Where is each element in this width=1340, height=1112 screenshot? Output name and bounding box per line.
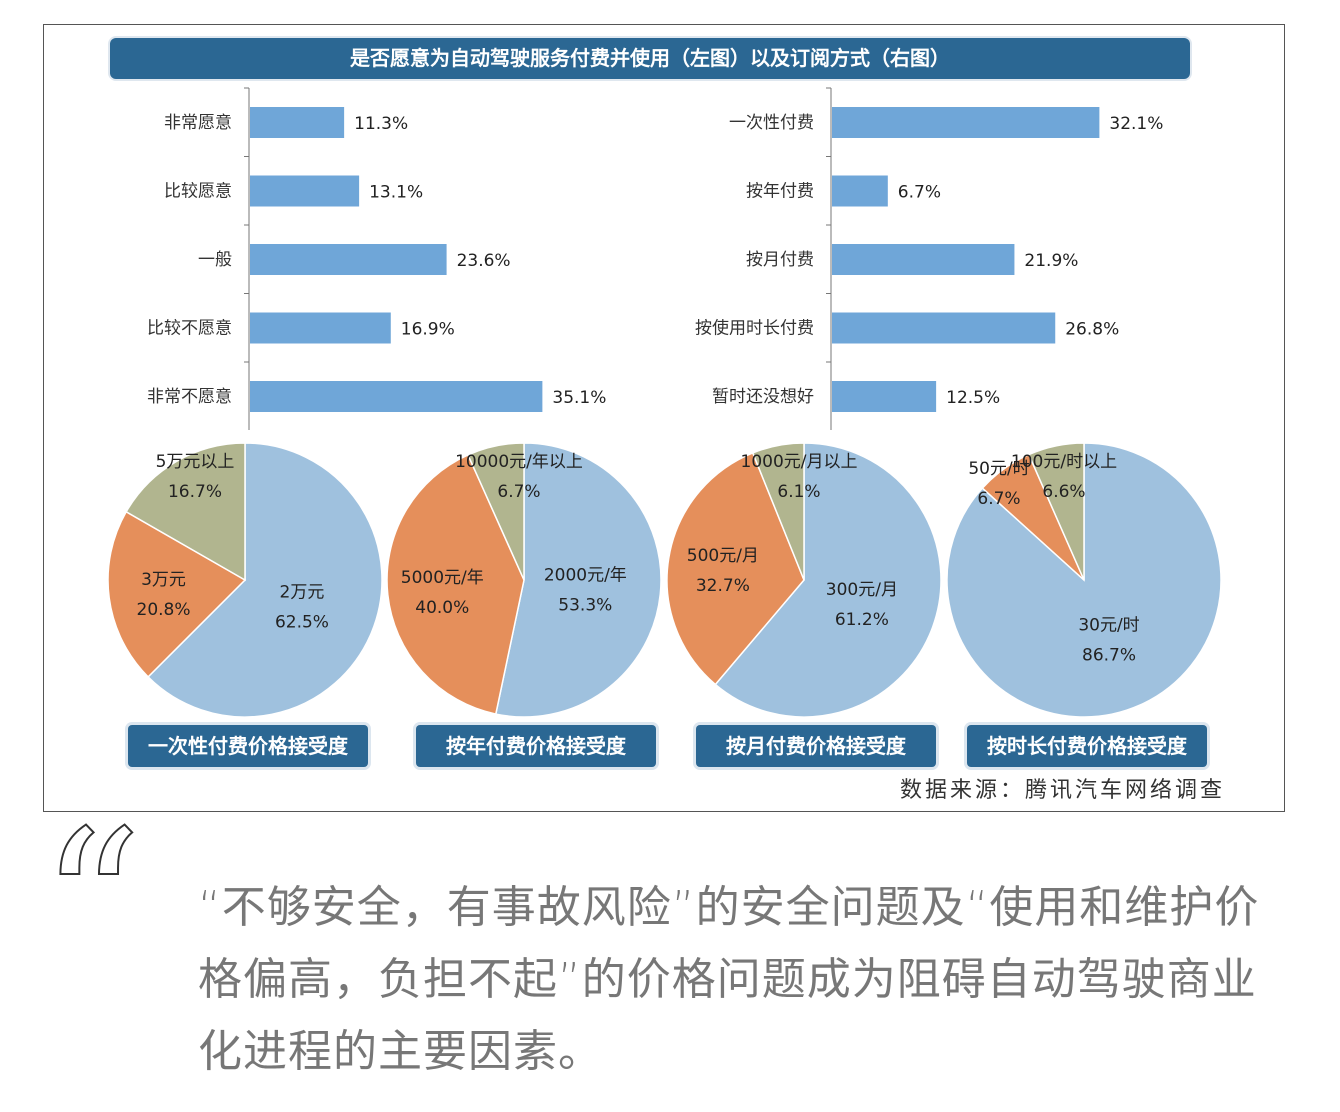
bar-category-label: 按月付费: [746, 250, 814, 270]
pie-slice-name: 10000元/年以上: [455, 452, 583, 472]
bar-value-label: 12.5%: [946, 388, 1000, 408]
bar-value-label: 6.7%: [898, 183, 941, 203]
chart-frame: [43, 24, 1285, 812]
bar: [832, 312, 1056, 344]
pie-caption-3: 按月付费价格接受度: [696, 725, 936, 767]
pie-slice-value: 16.7%: [168, 482, 222, 502]
pie-slice-value: 6.7%: [977, 489, 1020, 509]
pie-slice-name: 300元/月: [826, 580, 898, 600]
charts-svg: 非常愿意 11.3% 比较愿意 13.1% 一般 23.6% 比较不愿意 16.9% 非常不愿意…: [107, 87, 1222, 718]
bar-category-label: 暂时还没想好: [712, 387, 814, 407]
bar-category-label: 非常愿意: [164, 113, 232, 133]
pie-caption-1: 一次性付费价格接受度: [128, 725, 368, 767]
bar: [250, 381, 543, 412]
data-source: 数据来源：腾讯汽车网络调查: [900, 778, 1226, 803]
bar-category-label: 按年付费: [746, 182, 814, 202]
pie-slice-name: 50元/时: [968, 459, 1029, 479]
bar: [832, 244, 1015, 275]
bar-category-label: 按使用时长付费: [695, 318, 814, 339]
bar-value-label: 23.6%: [457, 251, 511, 271]
bar-value-label: 35.1%: [552, 388, 606, 408]
pie-slice-value: 6.6%: [1042, 482, 1085, 502]
pie-slice-name: 3万元: [141, 570, 186, 590]
pie-slice: [1027, 442, 1085, 581]
pie-slice-name: 30元/时: [1078, 615, 1139, 635]
bar-category-label: 一般: [198, 250, 232, 270]
pie-slice: [751, 442, 805, 581]
chart-title: 是否愿意为自动驾驶服务付费并使用（左图）以及订阅方式（右图）: [110, 38, 1190, 79]
bar-value-label: 21.9%: [1024, 251, 1078, 271]
bar: [832, 175, 888, 207]
pie-slice-name: 5万元以上: [156, 452, 235, 472]
pie-slice: [147, 442, 383, 718]
pie-slice-value: 6.7%: [497, 482, 540, 502]
pie-slice: [467, 442, 525, 581]
pie-slice: [666, 451, 805, 686]
pie-slice-name: 2000元/年: [544, 565, 627, 585]
pie-slice-value: 61.2%: [835, 610, 889, 630]
bar: [250, 244, 447, 275]
pie-slice-value: 6.1%: [777, 482, 820, 502]
bar-category-label: 非常不愿意: [147, 387, 232, 407]
pie-slice-value: 20.8%: [137, 600, 191, 620]
pie-slice-value: 32.7%: [696, 576, 750, 596]
pie-slice: [125, 442, 246, 582]
pie-slice: [386, 453, 525, 715]
pie-slice-name: 5000元/年: [401, 568, 484, 588]
bar-value-label: 32.1%: [1109, 114, 1163, 134]
bar-value-label: 13.1%: [369, 183, 423, 203]
pie-slice-value: 62.5%: [275, 613, 329, 633]
quote-text: “不够安全，有事故风险”的安全问题及“使用和维护价格偏高，负担不起”的价格问题成…: [198, 882, 1260, 1077]
bar: [250, 312, 391, 344]
pie-slice-name: 500元/月: [687, 546, 759, 566]
bar: [832, 107, 1100, 138]
pie-slice-name: 2万元: [280, 583, 325, 603]
bar-value-label: 26.8%: [1065, 320, 1119, 340]
bar-value-label: 16.9%: [401, 320, 455, 340]
quote-mark-icon: “: [39, 788, 143, 1021]
pie-caption-4: 按时长付费价格接受度: [967, 725, 1207, 767]
bar-value-label: 11.3%: [354, 114, 408, 134]
pie-slice: [107, 510, 247, 678]
pie-slice-value: 40.0%: [415, 598, 469, 618]
bar: [832, 381, 937, 412]
bar-category-label: 比较不愿意: [147, 319, 232, 339]
bar-category-label: 一次性付费: [729, 113, 814, 133]
bar: [250, 175, 360, 207]
pie-slice-name: 100元/时以上: [1011, 452, 1117, 472]
pie-caption-2: 按年付费价格接受度: [416, 725, 656, 767]
pie-slice-name: 1000元/月以上: [741, 452, 858, 472]
pie-slice: [494, 442, 662, 718]
pie-slice-value: 53.3%: [558, 595, 612, 615]
pie-slice-value: 86.7%: [1082, 645, 1136, 665]
bar: [250, 107, 345, 138]
bar-category-label: 比较愿意: [164, 182, 232, 202]
pie-slice: [714, 442, 942, 718]
